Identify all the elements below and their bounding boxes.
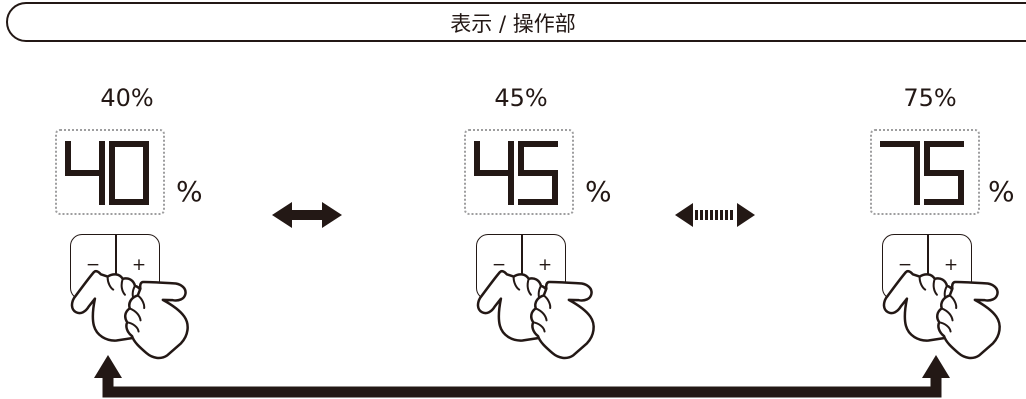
plus-button-2[interactable]: + — [537, 255, 553, 275]
segment-d — [518, 199, 558, 205]
percent-label-3: 75% — [903, 84, 957, 112]
plus-button-3[interactable]: + — [943, 255, 959, 275]
seven-segment-digit — [65, 141, 105, 205]
segment-a — [109, 141, 149, 147]
segment-g — [518, 170, 558, 176]
segment-g — [65, 170, 105, 176]
segment-c — [958, 173, 964, 205]
segment-c — [508, 173, 514, 205]
percent-label-1: 40% — [100, 84, 154, 112]
percent-sign-2: % — [585, 175, 612, 208]
header-pill — [6, 2, 1026, 42]
percent-sign-1: % — [176, 175, 203, 208]
seven-segment-digits-1 — [65, 141, 149, 205]
digit-display-2 — [464, 129, 574, 215]
seven-segment-digits-3 — [880, 141, 964, 205]
segment-b — [508, 141, 514, 173]
segment-f — [109, 141, 115, 173]
segment-c — [552, 173, 558, 205]
segment-d — [109, 199, 149, 205]
stepper-divider — [927, 235, 929, 299]
digit-display-3 — [870, 129, 980, 215]
segment-b — [99, 141, 105, 173]
segment-c — [914, 173, 920, 205]
percent-sign-3: % — [988, 175, 1015, 208]
segment-b — [914, 141, 920, 173]
seven-segment-digits-2 — [474, 141, 558, 205]
segment-b — [143, 141, 149, 173]
segment-g — [474, 170, 514, 176]
segment-a — [924, 141, 964, 147]
segment-f — [474, 141, 480, 173]
segment-a — [518, 141, 558, 147]
seven-segment-digit — [880, 141, 920, 205]
dotted-double-arrow-icon — [675, 203, 755, 227]
segment-f — [518, 141, 524, 173]
segment-f — [65, 141, 71, 173]
seven-segment-digit — [518, 141, 558, 205]
double-arrow-icon — [272, 202, 342, 228]
seven-segment-digit — [474, 141, 514, 205]
segment-e — [109, 173, 115, 205]
segment-a — [880, 141, 920, 147]
segment-c — [99, 173, 105, 205]
loop-arrow-icon — [94, 355, 950, 398]
segment-g — [924, 170, 964, 176]
percent-label-2: 45% — [494, 84, 548, 112]
digit-display-1 — [55, 129, 165, 215]
seven-segment-digit — [924, 141, 964, 205]
stepper-divider — [521, 235, 523, 299]
plus-button-1[interactable]: + — [131, 255, 147, 275]
segment-f — [924, 141, 930, 173]
stepper-divider — [115, 235, 117, 299]
segment-c — [143, 173, 149, 205]
seven-segment-digit — [109, 141, 149, 205]
segment-d — [924, 199, 964, 205]
header-title: 表示 / 操作部 — [450, 12, 576, 36]
